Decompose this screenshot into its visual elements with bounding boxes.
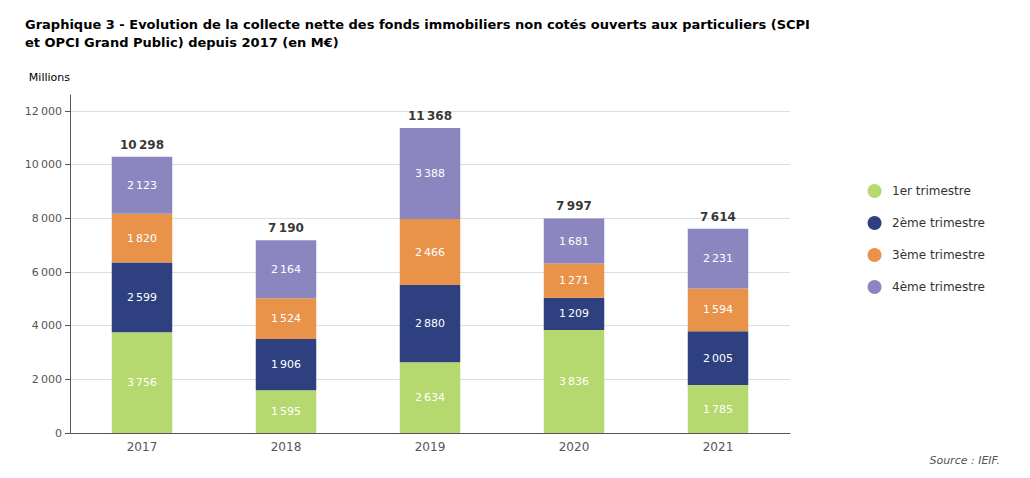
svg-text:2018: 2018 <box>271 440 302 454</box>
svg-text:10 298: 10 298 <box>120 138 164 152</box>
svg-text:1 524: 1 524 <box>271 312 301 325</box>
svg-text:1 681: 1 681 <box>559 235 589 248</box>
svg-text:3 836: 3 836 <box>559 375 589 388</box>
svg-text:1 785: 1 785 <box>703 403 733 416</box>
svg-text:Source : IEIF.: Source : IEIF. <box>929 454 1000 467</box>
svg-text:7 614: 7 614 <box>700 210 736 224</box>
svg-text:6 000: 6 000 <box>32 266 62 279</box>
svg-text:2 634: 2 634 <box>415 391 445 404</box>
svg-text:4 000: 4 000 <box>32 319 62 332</box>
svg-text:11 368: 11 368 <box>408 109 452 123</box>
svg-text:2ème trimestre: 2ème trimestre <box>892 216 985 230</box>
svg-text:2 880: 2 880 <box>415 317 445 330</box>
svg-text:et OPCI Grand Public) depuis 2: et OPCI Grand Public) depuis 2017 (en M€… <box>25 35 339 50</box>
svg-text:4ème trimestre: 4ème trimestre <box>892 280 985 294</box>
svg-text:3 756: 3 756 <box>127 376 157 389</box>
svg-text:2 005: 2 005 <box>703 352 733 365</box>
svg-text:1 271: 1 271 <box>559 274 589 287</box>
svg-text:3ème trimestre: 3ème trimestre <box>892 248 985 262</box>
svg-text:12 000: 12 000 <box>25 105 62 118</box>
svg-text:2 164: 2 164 <box>271 263 301 276</box>
svg-text:10 000: 10 000 <box>25 158 62 171</box>
svg-text:7 997: 7 997 <box>556 199 592 213</box>
svg-text:3 388: 3 388 <box>415 167 445 180</box>
svg-text:0: 0 <box>55 427 62 440</box>
svg-text:2019: 2019 <box>415 440 446 454</box>
svg-text:7 190: 7 190 <box>268 221 304 235</box>
svg-text:2017: 2017 <box>127 440 158 454</box>
svg-text:2 231: 2 231 <box>703 252 733 265</box>
svg-text:1 906: 1 906 <box>271 358 301 371</box>
svg-text:1er trimestre: 1er trimestre <box>892 184 971 198</box>
svg-text:2 000: 2 000 <box>32 373 62 386</box>
svg-text:2021: 2021 <box>703 440 734 454</box>
svg-text:2 466: 2 466 <box>415 246 445 259</box>
svg-text:8 000: 8 000 <box>32 212 62 225</box>
svg-text:2 123: 2 123 <box>127 179 157 192</box>
svg-text:1 209: 1 209 <box>559 307 589 320</box>
svg-text:Graphique 3 - Evolution de la: Graphique 3 - Evolution de la collecte n… <box>25 17 810 32</box>
svg-text:1 594: 1 594 <box>703 303 733 316</box>
svg-text:2 599: 2 599 <box>127 291 157 304</box>
svg-text:1 595: 1 595 <box>271 405 301 418</box>
svg-text:Millions: Millions <box>29 71 70 84</box>
svg-text:2020: 2020 <box>559 440 590 454</box>
svg-text:1 820: 1 820 <box>127 232 157 245</box>
